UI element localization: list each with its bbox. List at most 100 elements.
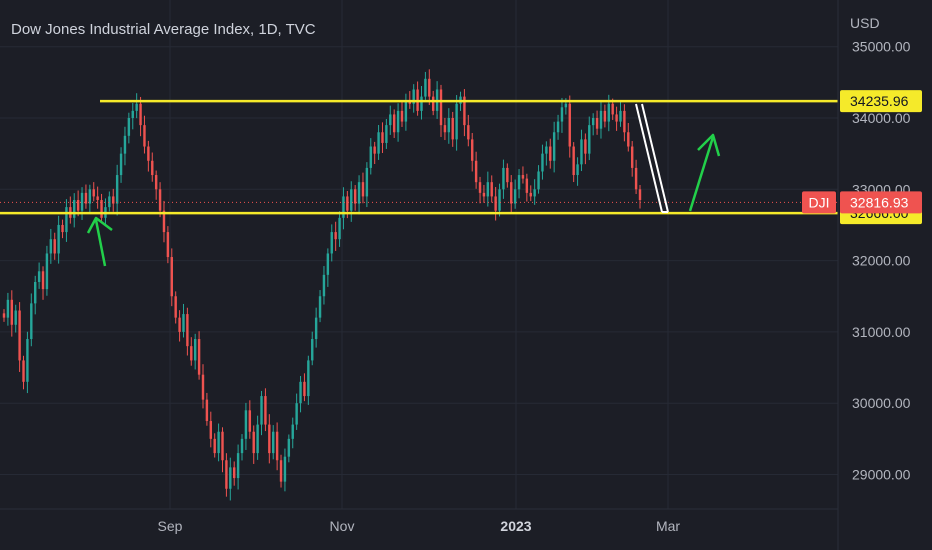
- candle-body: [322, 274, 326, 297]
- candle-body: [252, 431, 255, 454]
- candle-body: [369, 146, 372, 168]
- candles: [2, 69, 642, 501]
- price-tag-label: 34235.96: [850, 93, 909, 109]
- arrow-head: [697, 133, 721, 157]
- candle-body: [201, 374, 205, 400]
- candle-body: [611, 103, 614, 115]
- candle-body: [533, 189, 536, 197]
- candle-body: [139, 103, 142, 126]
- candle-body: [119, 153, 123, 176]
- candle-body: [53, 239, 56, 254]
- candle-body: [377, 132, 380, 154]
- candle-body: [18, 310, 21, 361]
- candle-body: [88, 189, 92, 204]
- time-tick-label: Mar: [656, 518, 680, 534]
- candle-body: [14, 310, 17, 325]
- candle-body: [525, 178, 529, 193]
- candle-body: [143, 125, 146, 147]
- channel-line-right[interactable]: [641, 103, 669, 213]
- candle-body: [506, 167, 509, 183]
- candle-body: [34, 281, 37, 304]
- candle-body: [467, 125, 470, 140]
- time-tick-label: Nov: [330, 518, 355, 534]
- price-axis[interactable]: 35000.0034000.0033000.0032000.0031000.00…: [852, 39, 911, 483]
- candle-body: [229, 467, 232, 489]
- candle-body: [174, 296, 177, 318]
- candle-body: [76, 199, 80, 211]
- candle-body: [365, 167, 369, 197]
- candle-body: [424, 78, 427, 97]
- candle-body: [389, 114, 392, 126]
- candle-body: [564, 103, 568, 108]
- candle-body: [182, 314, 185, 332]
- channel-line-left[interactable]: [635, 103, 663, 213]
- candle-body: [37, 271, 41, 282]
- candle-body: [112, 196, 115, 204]
- support-resistance-levels: [0, 99, 838, 215]
- candle-body: [541, 153, 544, 172]
- candle-body: [471, 139, 474, 161]
- candle-body: [209, 421, 213, 439]
- candle-body: [318, 296, 322, 318]
- candle-body: [549, 146, 552, 161]
- candle-body: [357, 182, 361, 204]
- candle-body: [307, 360, 310, 397]
- candle-body: [73, 199, 76, 218]
- candle-body: [92, 189, 95, 197]
- time-tick-label: 2023: [500, 518, 531, 534]
- candle-body: [96, 196, 99, 200]
- candle-body: [256, 424, 259, 454]
- candle-body: [303, 381, 306, 397]
- candle-body: [57, 224, 60, 254]
- candle-body: [334, 232, 337, 240]
- candle-body: [6, 299, 10, 318]
- candle-body: [22, 360, 25, 382]
- candle-body: [545, 146, 548, 154]
- candle-body: [529, 192, 532, 197]
- current-price-tag: [840, 191, 922, 214]
- candle-body: [353, 189, 357, 204]
- candle-body: [498, 189, 501, 211]
- candle-body: [197, 339, 201, 375]
- candle-body: [447, 118, 451, 133]
- candle-body: [2, 313, 6, 318]
- candle-body: [580, 139, 583, 165]
- candle-body: [151, 160, 154, 176]
- candle-body: [510, 182, 513, 204]
- candle-body: [275, 431, 279, 461]
- candle-body: [221, 431, 224, 461]
- candle-body: [627, 132, 630, 147]
- candle-body: [338, 217, 341, 240]
- candle-body: [295, 403, 298, 425]
- candle-body: [158, 189, 162, 211]
- candle-body: [272, 431, 275, 454]
- candle-body: [420, 96, 423, 111]
- candle-body: [412, 89, 415, 104]
- current-price-label: 32816.93: [850, 194, 909, 210]
- green-arrow-up-right[interactable]: [688, 133, 721, 212]
- price-tick-label: 35000.00: [852, 39, 911, 55]
- candle-body: [268, 424, 271, 454]
- candle-body: [478, 182, 482, 193]
- candle-body: [595, 118, 599, 129]
- chart-title: Dow Jones Industrial Average Index, 1D, …: [11, 21, 316, 38]
- candle-body: [108, 196, 111, 208]
- candle-body: [61, 224, 64, 233]
- candle-body: [283, 456, 287, 482]
- green-arrow-up-left[interactable]: [86, 216, 113, 267]
- candle-body: [392, 114, 396, 133]
- time-axis[interactable]: Sep Nov 2023 Mar: [158, 518, 681, 534]
- symbol-badge-label: DJI: [809, 194, 830, 210]
- candle-body: [84, 192, 88, 204]
- candle-body: [186, 314, 189, 347]
- price-tick-label: 34000.00: [852, 110, 911, 126]
- candle-body: [30, 303, 33, 340]
- candle-body: [588, 125, 591, 154]
- candle-body: [638, 189, 642, 200]
- candle-body: [568, 103, 571, 147]
- candle-body: [607, 103, 610, 122]
